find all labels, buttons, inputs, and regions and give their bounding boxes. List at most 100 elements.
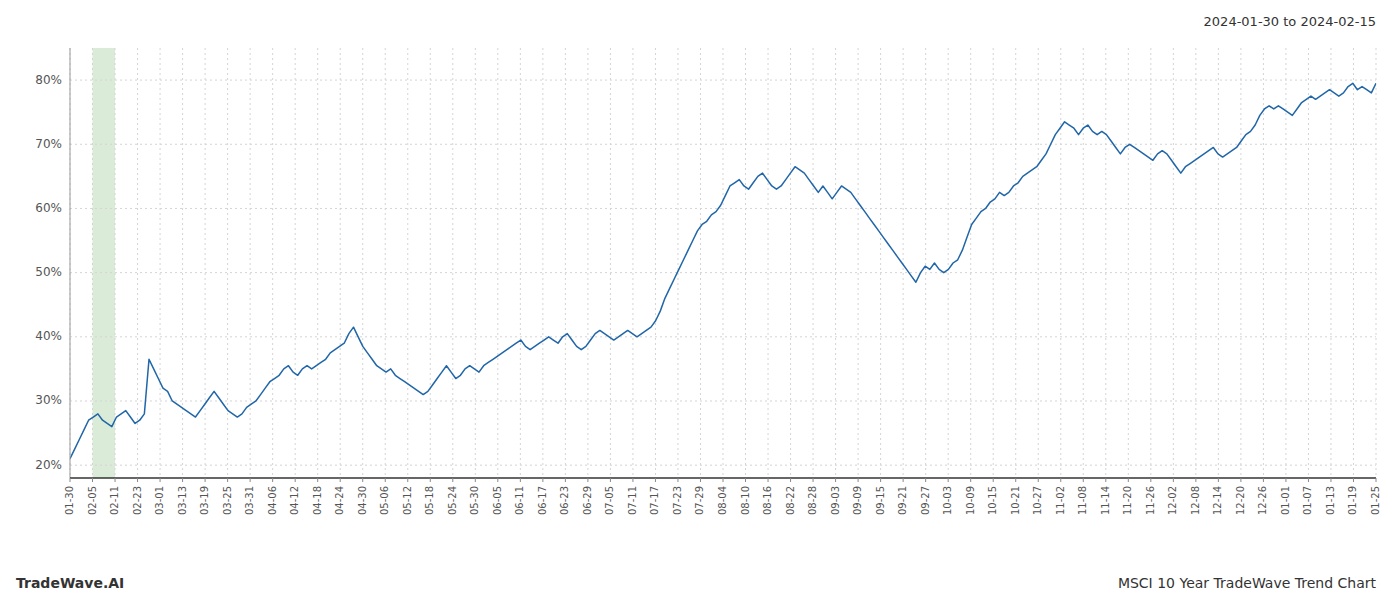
x-tick bbox=[1353, 478, 1354, 482]
x-tick bbox=[1308, 478, 1309, 482]
x-grid-line bbox=[925, 48, 926, 478]
x-grid-line bbox=[1083, 48, 1084, 478]
x-grid-line bbox=[205, 48, 206, 478]
x-tick bbox=[272, 478, 273, 482]
x-tick bbox=[948, 478, 949, 482]
x-tick bbox=[925, 478, 926, 482]
x-tick bbox=[970, 478, 971, 482]
x-grid-line bbox=[993, 48, 994, 478]
x-tick-label: 06-29 bbox=[582, 486, 593, 515]
x-grid-line bbox=[700, 48, 701, 478]
x-tick bbox=[1015, 478, 1016, 482]
x-grid-line bbox=[768, 48, 769, 478]
x-grid-line bbox=[160, 48, 161, 478]
x-tick-label: 01-13 bbox=[1325, 486, 1336, 515]
x-grid-line bbox=[880, 48, 881, 478]
x-grid-line bbox=[317, 48, 318, 478]
x-tick-label: 04-06 bbox=[267, 486, 278, 515]
x-tick-label: 09-15 bbox=[875, 486, 886, 515]
x-grid-line bbox=[475, 48, 476, 478]
y-tick-label: 40% bbox=[35, 329, 62, 343]
x-tick bbox=[340, 478, 341, 482]
x-tick bbox=[452, 478, 453, 482]
x-tick bbox=[790, 478, 791, 482]
x-grid-line bbox=[295, 48, 296, 478]
x-grid-line bbox=[1376, 48, 1377, 478]
trend-line bbox=[70, 83, 1376, 458]
x-grid-line bbox=[745, 48, 746, 478]
x-tick-label: 06-11 bbox=[514, 486, 525, 515]
x-tick-label: 08-22 bbox=[785, 486, 796, 515]
y-tick-label: 20% bbox=[35, 458, 62, 472]
x-tick bbox=[362, 478, 363, 482]
x-tick bbox=[385, 478, 386, 482]
x-tick bbox=[880, 478, 881, 482]
y-tick-label: 60% bbox=[35, 201, 62, 215]
x-tick bbox=[903, 478, 904, 482]
x-tick bbox=[1128, 478, 1129, 482]
title: 2024-01-30 to 2024-02-15 bbox=[1204, 14, 1376, 29]
x-tick bbox=[430, 478, 431, 482]
x-tick-label: 11-08 bbox=[1077, 486, 1088, 515]
x-grid-line bbox=[70, 48, 71, 478]
x-tick-label: 12-08 bbox=[1190, 486, 1201, 515]
x-grid-line bbox=[1263, 48, 1264, 478]
x-grid-line bbox=[1308, 48, 1309, 478]
x-tick-label: 11-14 bbox=[1100, 486, 1111, 515]
x-tick bbox=[1038, 478, 1039, 482]
y-grid-line bbox=[70, 336, 1376, 337]
x-tick bbox=[1376, 478, 1377, 482]
x-tick-label: 12-14 bbox=[1212, 486, 1223, 515]
x-tick-label: 03-13 bbox=[177, 486, 188, 515]
x-grid-line bbox=[340, 48, 341, 478]
x-tick-label: 04-18 bbox=[312, 486, 323, 515]
x-tick-label: 08-28 bbox=[807, 486, 818, 515]
x-tick bbox=[520, 478, 521, 482]
x-tick bbox=[407, 478, 408, 482]
x-tick-label: 05-18 bbox=[424, 486, 435, 515]
y-tick-label: 50% bbox=[35, 265, 62, 279]
x-tick-label: 11-26 bbox=[1145, 486, 1156, 515]
x-tick bbox=[1218, 478, 1219, 482]
x-tick bbox=[858, 478, 859, 482]
x-grid-line bbox=[362, 48, 363, 478]
x-tick-label: 04-30 bbox=[357, 486, 368, 515]
x-grid-line bbox=[1353, 48, 1354, 478]
x-tick bbox=[813, 478, 814, 482]
x-tick bbox=[1060, 478, 1061, 482]
x-tick bbox=[768, 478, 769, 482]
x-tick-label: 06-05 bbox=[492, 486, 503, 515]
x-tick-label: 04-12 bbox=[289, 486, 300, 515]
x-tick bbox=[1240, 478, 1241, 482]
y-tick-label: 80% bbox=[35, 73, 62, 87]
y-axis-line bbox=[70, 48, 71, 478]
x-tick-label: 07-17 bbox=[649, 486, 660, 515]
x-tick bbox=[160, 478, 161, 482]
annotation: MSCI 10 Year TradeWave Trend Chart bbox=[1118, 575, 1377, 591]
x-tick-label: 10-09 bbox=[965, 486, 976, 515]
x-grid-line bbox=[813, 48, 814, 478]
x-grid-line bbox=[655, 48, 656, 478]
x-tick bbox=[565, 478, 566, 482]
x-tick-label: 02-23 bbox=[132, 486, 143, 515]
x-grid-line bbox=[948, 48, 949, 478]
x-tick-label: 06-17 bbox=[537, 486, 548, 515]
y-tick-label: 30% bbox=[35, 393, 62, 407]
x-tick-label: 03-25 bbox=[222, 486, 233, 515]
x-grid-line bbox=[385, 48, 386, 478]
x-tick bbox=[1263, 478, 1264, 482]
x-grid-line bbox=[1150, 48, 1151, 478]
annotation: TradeWave.AI bbox=[16, 575, 124, 591]
x-tick-label: 02-05 bbox=[87, 486, 98, 515]
x-tick bbox=[1105, 478, 1106, 482]
x-tick bbox=[1150, 478, 1151, 482]
x-tick-label: 08-04 bbox=[717, 486, 728, 515]
x-tick-label: 08-10 bbox=[740, 486, 751, 515]
x-tick-label: 01-07 bbox=[1302, 486, 1313, 515]
x-tick-label: 07-11 bbox=[627, 486, 638, 515]
x-tick bbox=[587, 478, 588, 482]
x-grid-line bbox=[677, 48, 678, 478]
x-tick bbox=[250, 478, 251, 482]
x-grid-line bbox=[970, 48, 971, 478]
x-grid-line bbox=[858, 48, 859, 478]
